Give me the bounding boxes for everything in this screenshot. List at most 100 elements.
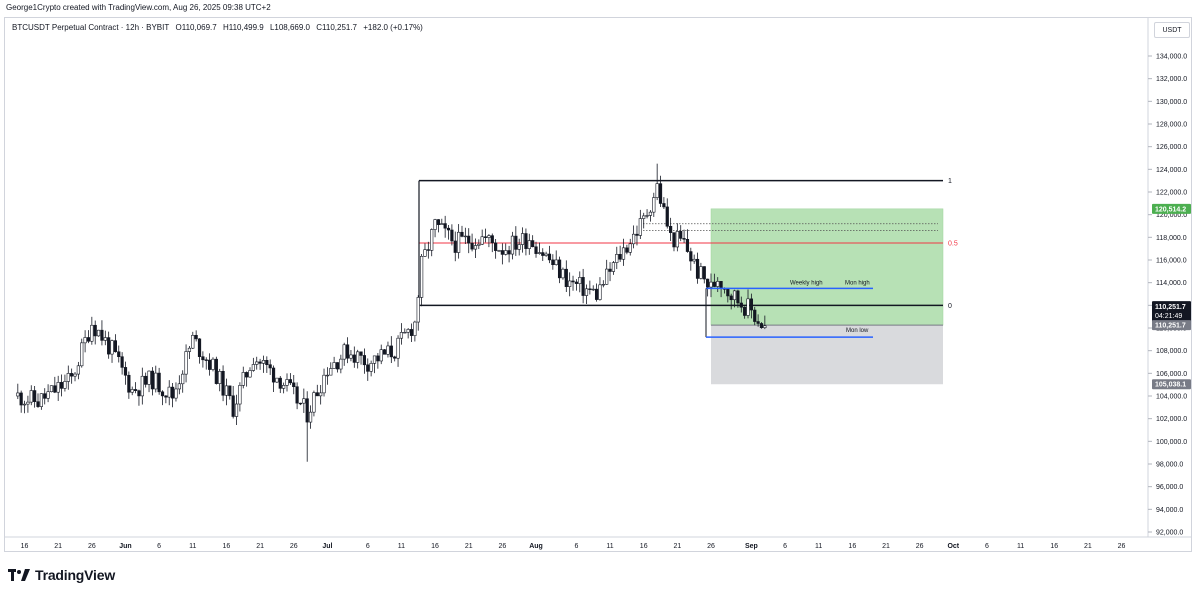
candle-down [359, 351, 363, 356]
candle-down [288, 379, 292, 384]
candle-up [473, 245, 478, 250]
candle-down [729, 295, 733, 301]
candle-up [110, 340, 114, 355]
candle-down [756, 321, 760, 324]
time-tick-label: 21 [1084, 543, 1092, 550]
price-tick-label: 118,000.0 [1156, 235, 1187, 242]
entry-price-badge-bg [1152, 320, 1191, 331]
candle-up [403, 331, 407, 334]
candle-up [241, 372, 245, 386]
candle-up [477, 243, 481, 246]
time-tick-label: Oct [947, 543, 959, 550]
candle-up [584, 288, 589, 296]
time-tick-label: Jul [322, 543, 332, 550]
candle-down [460, 231, 464, 237]
candle-up [22, 403, 27, 406]
time-tick-label: Sep [745, 543, 758, 550]
candle-down [470, 242, 474, 250]
candle-down [221, 370, 225, 396]
candle-up [66, 373, 70, 382]
time-tick-label: 11 [189, 543, 196, 550]
candle-up [746, 298, 750, 316]
tradingview-logo-icon [8, 569, 30, 581]
candle-up [615, 254, 619, 263]
weekly-high-label: Weekly high [790, 280, 823, 286]
brand-name: TradingView [35, 567, 116, 583]
candle-up [322, 374, 326, 394]
candle-down [194, 334, 198, 340]
time-tick-label: 6 [157, 543, 161, 550]
candle-up [181, 373, 185, 385]
candle-up [312, 392, 316, 413]
candle-down [345, 344, 350, 359]
time-tick-label: 11 [606, 543, 613, 550]
candle-up [544, 253, 548, 256]
currency-selector[interactable]: USDT [1154, 22, 1190, 38]
candle-up [174, 388, 178, 399]
price-tick-label: 106,000.0 [1156, 371, 1187, 378]
candle-up [80, 342, 84, 367]
candle-down [245, 372, 249, 378]
time-tick-label: 16 [223, 543, 231, 550]
candle-up [638, 218, 642, 236]
candle-down [736, 290, 740, 304]
candle-down [507, 250, 511, 255]
candle-up [16, 392, 20, 397]
time-axis[interactable]: 16 21 26 Jun 6 11 16 21 26 Jul 6 11 16 21 26 Aug 6 11 16 21… [21, 543, 1126, 550]
candle-up [537, 252, 541, 254]
candle-down [571, 280, 575, 283]
candle-down [672, 232, 676, 248]
candle-down [726, 289, 730, 297]
candle-down [208, 359, 212, 370]
tradingview-logo[interactable]: TradingView [8, 567, 115, 583]
candle-up [716, 281, 720, 287]
candle-down [231, 395, 235, 417]
candle-down [43, 393, 47, 399]
candle-down [86, 337, 91, 342]
price-tick-label: 114,000.0 [1156, 280, 1187, 287]
candle-up [191, 334, 195, 349]
candle-down [150, 370, 155, 390]
price-tick-label: 92,000.0 [1156, 530, 1183, 537]
price-tick-label: 104,000.0 [1156, 394, 1187, 401]
candle-up [440, 223, 444, 225]
candle-up [325, 374, 329, 377]
candle-down [204, 359, 208, 361]
symbol-legend[interactable]: BTCUSDT Perpetual Contract · 12h · BYBIT… [12, 23, 427, 32]
candle-down [268, 364, 272, 369]
candle-down [739, 302, 743, 308]
candle-up [140, 375, 144, 397]
candle-up [76, 365, 80, 375]
candle-up [423, 249, 427, 257]
candle-down [113, 340, 117, 353]
candle-down [743, 306, 747, 316]
candle-down [292, 382, 296, 388]
candle-up [167, 386, 171, 398]
candle-down [608, 268, 612, 272]
price-axis[interactable]: 92,000.0 94,000.0 96,000.0 98,000.0 100,000.… [1148, 54, 1187, 537]
candle-down [436, 219, 441, 225]
time-tick-label: 16 [431, 543, 439, 550]
candle-down [33, 390, 37, 402]
time-tick-label: 6 [366, 543, 370, 550]
symbol-name: BTCUSDT Perpetual Contract · 12h · BYBIT [12, 23, 170, 32]
time-tick-label: 16 [640, 543, 648, 550]
candle-up [224, 385, 229, 396]
candle-down [123, 367, 128, 376]
time-tick-label: 16 [848, 543, 856, 550]
candle-down [93, 324, 97, 337]
candle-up [611, 262, 616, 272]
candle-up [285, 379, 289, 386]
candle-up [90, 324, 94, 342]
candle-down [278, 377, 282, 389]
candle-down [127, 374, 131, 393]
candle-down [541, 252, 545, 256]
candle-up [655, 183, 659, 198]
candle-down [759, 323, 764, 329]
price-tick-label: 102,000.0 [1156, 416, 1187, 423]
candle-up [568, 280, 572, 287]
position-zones [710, 208, 944, 385]
price-tick-label: 122,000.0 [1156, 190, 1187, 197]
candle-down [59, 382, 64, 389]
